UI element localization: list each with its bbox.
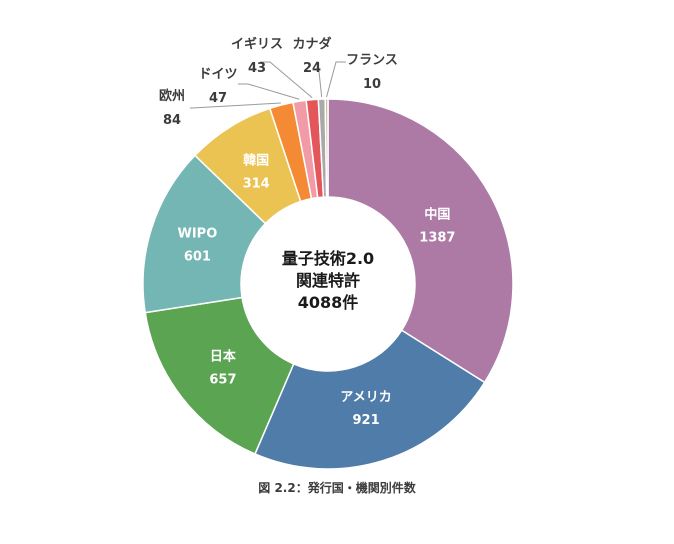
slice-label-9: フランス [346, 53, 398, 68]
slice-value-9: 10 [363, 77, 381, 92]
slice-label-5: 欧州 [159, 88, 185, 104]
center-text-1: 関連特許 [296, 271, 360, 290]
slice-label-2: 日本 [210, 349, 236, 365]
slice-value-2: 657 [209, 373, 236, 388]
chart-caption: 図 2.2：発行国・機関別件数 [258, 481, 416, 495]
slice-value-4: 314 [243, 177, 270, 192]
slice-label-0: 中国 [424, 207, 450, 223]
leader-line-9 [326, 61, 346, 98]
slice-label-4: 韓国 [243, 153, 269, 169]
center-text-0: 量子技術2.0 [282, 249, 374, 268]
slice-2 [144, 296, 295, 455]
slice-label-8: カナダ [292, 36, 331, 52]
slice-0 [327, 98, 514, 384]
leader-line-6 [238, 83, 300, 100]
slice-value-1: 921 [353, 413, 380, 428]
slice-label-1: アメリカ [340, 390, 391, 405]
slice-9 [324, 98, 329, 198]
slice-value-3: 601 [184, 250, 211, 265]
leader-line-7 [260, 61, 313, 99]
slice-value-7: 43 [248, 61, 266, 76]
slice-1 [253, 329, 486, 470]
leader-line-5 [190, 102, 281, 109]
slice-value-5: 84 [163, 113, 181, 128]
slice-value-8: 24 [303, 61, 321, 76]
center-text-2: 4088件 [298, 293, 359, 312]
slice-label-7: イギリス [231, 36, 283, 52]
slice-label-6: ドイツ [198, 67, 237, 82]
slice-value-6: 47 [209, 91, 227, 106]
leader-line-8 [316, 61, 323, 98]
slice-value-0: 1387 [419, 231, 455, 246]
slice-label-3: WIPO [178, 227, 218, 242]
